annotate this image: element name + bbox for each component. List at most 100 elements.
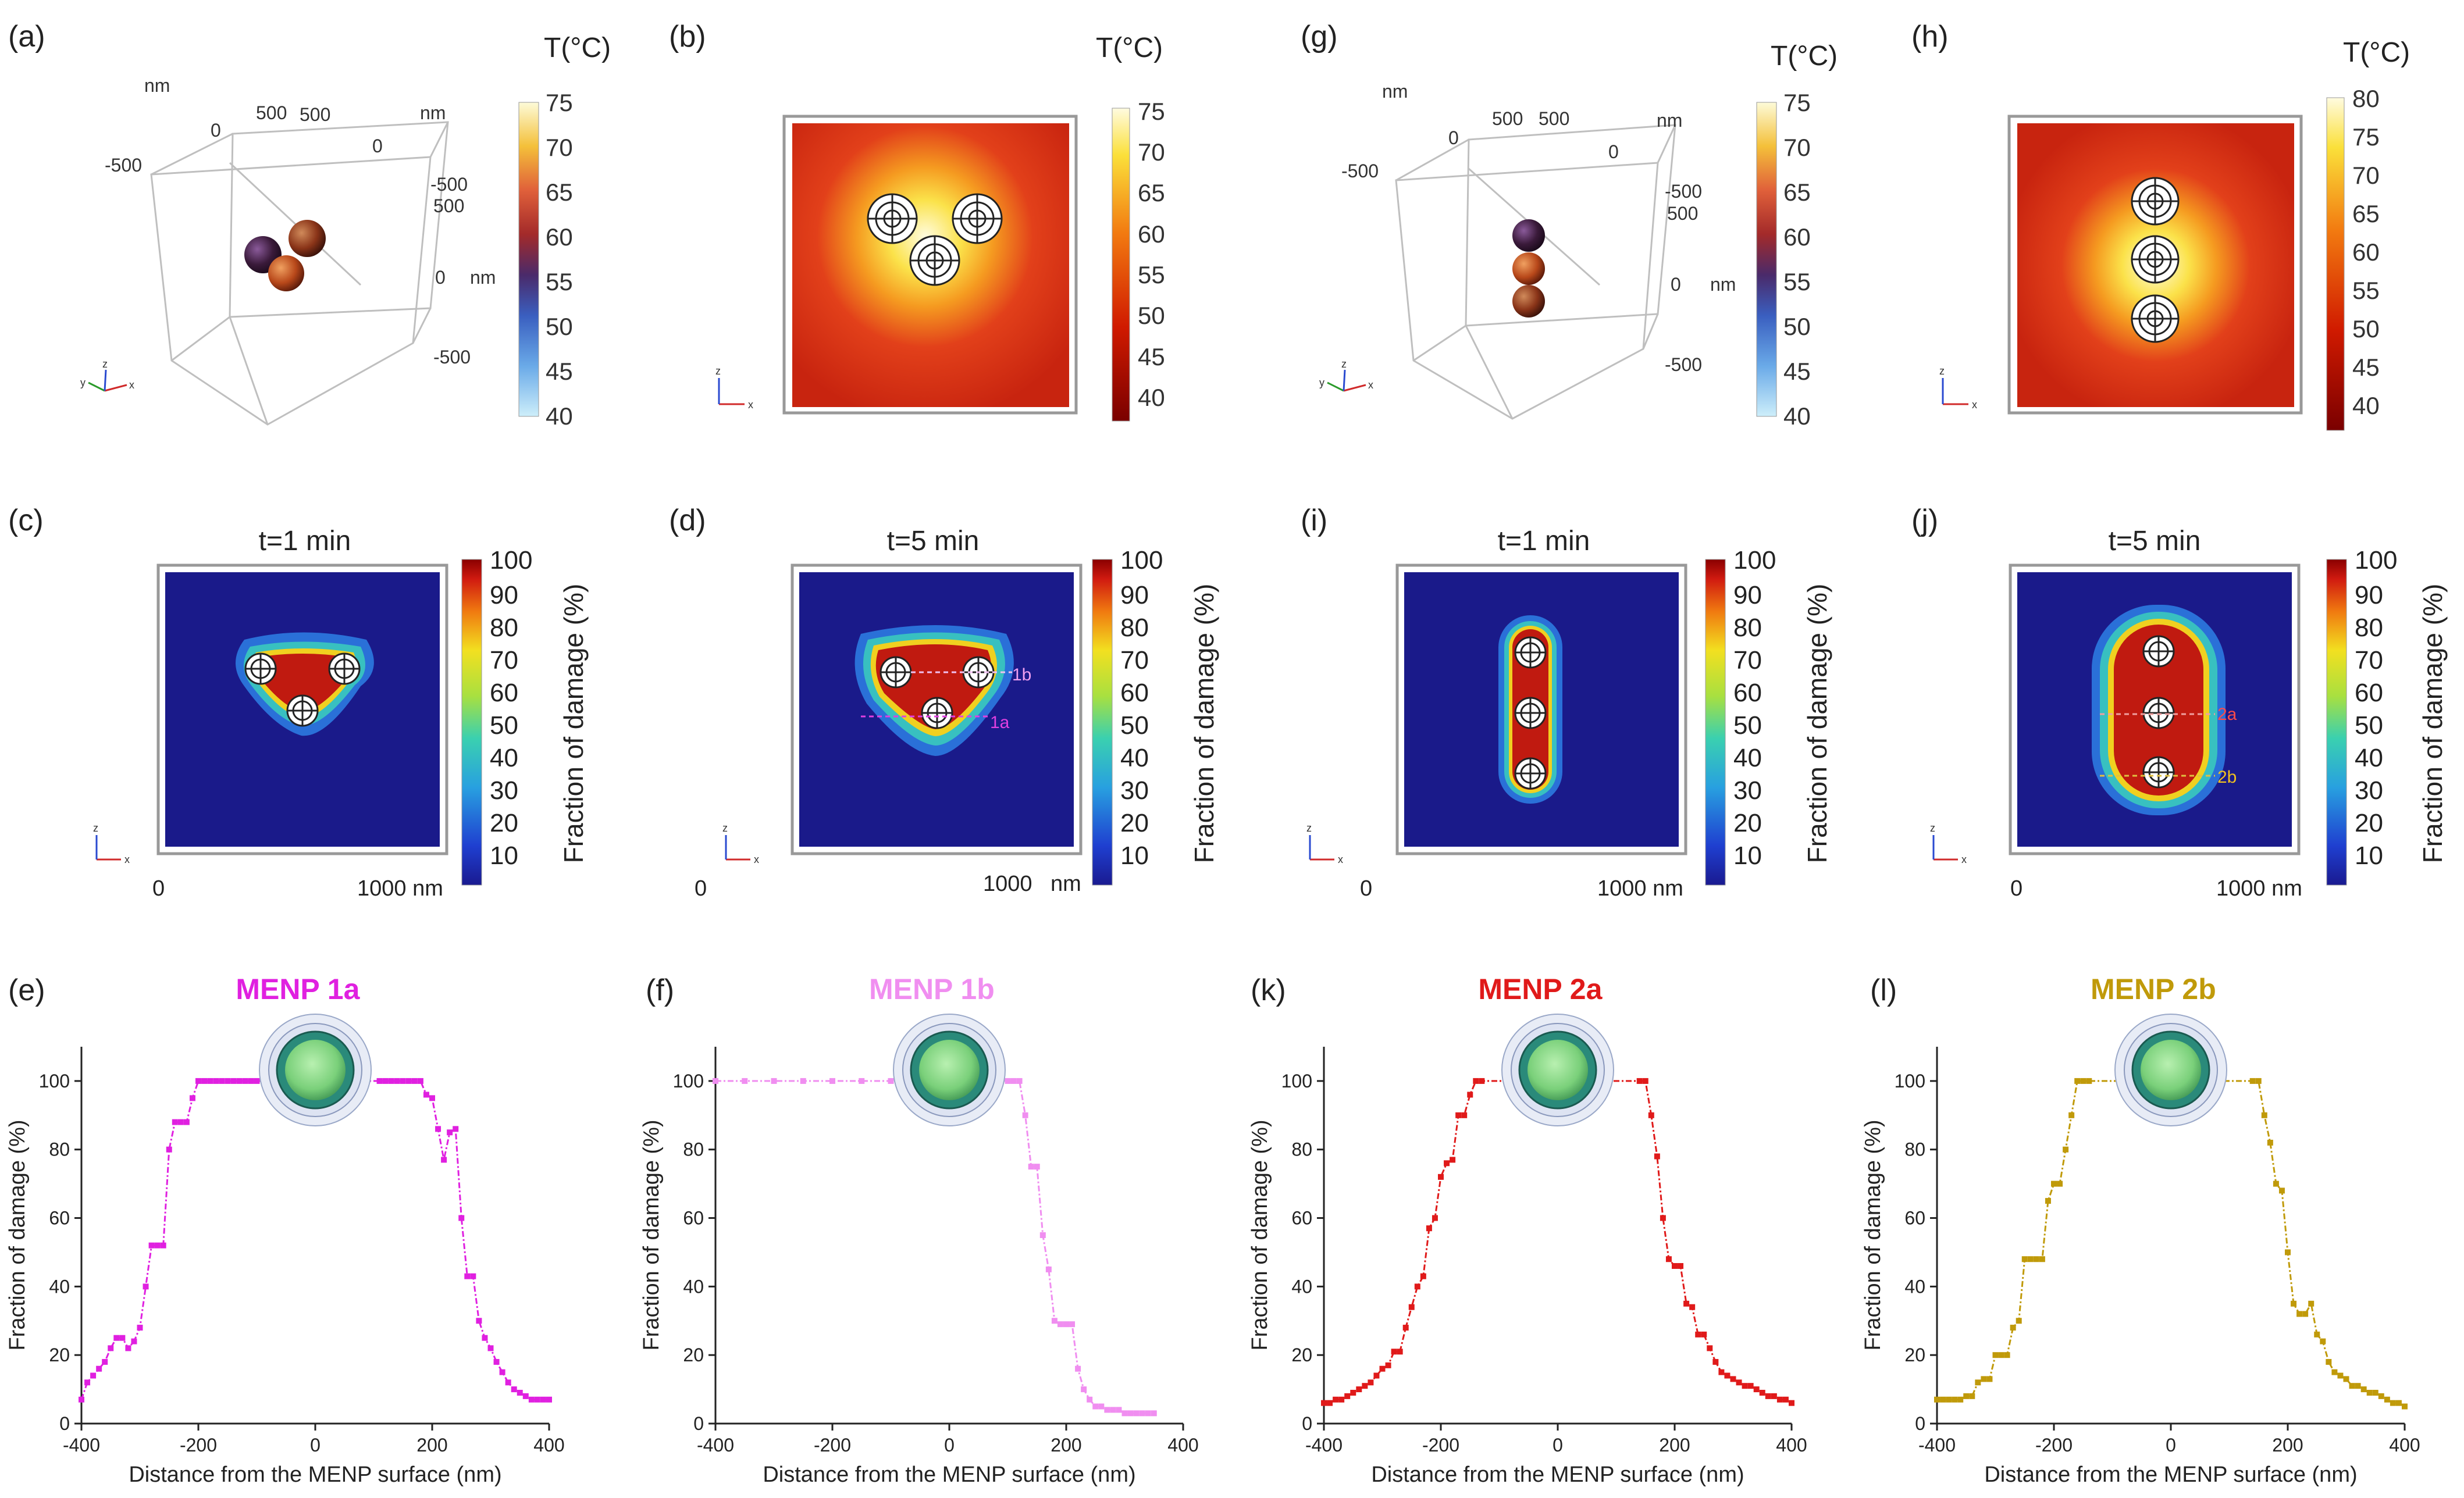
data-point — [1969, 1393, 1975, 1399]
temperature-colorbar — [1756, 102, 1777, 417]
map-frame — [2007, 115, 2303, 415]
colorbar-tick: 70 — [1783, 134, 1811, 161]
y-tick-label: 20 — [1291, 1344, 1312, 1365]
temperature-colorbar — [1112, 108, 1130, 422]
data-point — [2402, 1403, 2408, 1410]
y-tick-label: 0 — [693, 1413, 704, 1434]
colorbar-tick: 60 — [1138, 220, 1165, 248]
colorbar-tick: 20 — [2355, 809, 2383, 837]
data-point — [2086, 1078, 2092, 1084]
cube-front-face — [150, 156, 432, 426]
data-point — [2080, 1078, 2086, 1084]
colorbar-tick: 55 — [1138, 261, 1165, 288]
y-tick-label: 100 — [673, 1071, 704, 1092]
cube-grid-line — [229, 162, 362, 286]
axis-tick-label: 500 — [1492, 108, 1523, 129]
data-point — [1695, 1331, 1701, 1338]
colorbar-tick: 80 — [2355, 614, 2383, 642]
cube-edge — [429, 122, 449, 158]
colorbar-tick: 40 — [1138, 384, 1165, 411]
data-point — [546, 1396, 552, 1403]
x-tick-label: -400 — [697, 1435, 734, 1456]
nanoparticle — [268, 255, 304, 291]
data-point — [1736, 1379, 1742, 1386]
data-point — [2057, 1180, 2063, 1187]
data-point — [394, 1078, 400, 1084]
data-point — [143, 1283, 149, 1290]
panel-letter-e: (e) — [8, 973, 45, 1007]
panel-letter-c: (c) — [8, 504, 44, 537]
colorbar-tick: 40 — [2355, 744, 2383, 772]
data-point — [1957, 1396, 1964, 1403]
colorbar-tick: 50 — [2355, 711, 2383, 740]
data-point — [2074, 1078, 2081, 1084]
data-point — [1789, 1400, 1794, 1406]
nanoparticle-marker — [952, 193, 1003, 244]
data-point — [1127, 1410, 1134, 1417]
axis-tick-label: 0 — [1671, 274, 1681, 295]
data-point — [207, 1078, 213, 1084]
data-point — [172, 1119, 178, 1125]
data-point — [113, 1335, 120, 1341]
colorbar-ticks: 40 45 50 55 60 65 70 75 — [546, 89, 573, 430]
x-end-label: 1000 nm — [2216, 876, 2302, 901]
colorbar-tick: 55 — [2352, 277, 2380, 304]
data-point — [1373, 1372, 1380, 1379]
data-point — [1642, 1078, 1648, 1084]
data-point — [1010, 1078, 1017, 1084]
cube-edge — [1657, 124, 1676, 163]
data-point — [1063, 1321, 1069, 1328]
y-tick-label: 100 — [1281, 1071, 1312, 1092]
data-point — [2285, 1249, 2291, 1256]
panel-b-triad: x z — [715, 365, 753, 411]
data-point — [96, 1365, 102, 1372]
colorbar-ticks: 10 20 30 40 50 60 70 80 90 100 — [490, 546, 532, 870]
data-point — [487, 1345, 494, 1351]
data-point — [829, 1078, 835, 1084]
data-point — [1362, 1383, 1368, 1389]
data-point — [1438, 1174, 1444, 1180]
nanoparticle — [1512, 285, 1545, 318]
nanoparticle-marker — [880, 656, 912, 689]
data-point — [517, 1389, 523, 1396]
data-point — [1414, 1283, 1420, 1290]
x-tick-label: 200 — [416, 1435, 447, 1456]
map-frame — [156, 563, 448, 855]
nanoparticle-marker — [1514, 757, 1547, 790]
chart-e: -400 -200 0 200 400 0 20 40 60 80 100 Distance from… — [5, 973, 565, 1487]
colorbar-tick: 65 — [1783, 179, 1811, 206]
nanoparticle — [1512, 252, 1545, 285]
x-axis-label: Distance from the MENP surface (nm) — [129, 1463, 501, 1487]
data-point — [1333, 1396, 1339, 1403]
x-tick-label: -400 — [1918, 1435, 1956, 1456]
colorbar-tick: 50 — [1120, 711, 1149, 740]
data-point — [1940, 1396, 1946, 1403]
data-point — [236, 1078, 243, 1084]
chart-title: MENP 1b — [869, 973, 995, 1005]
axis-tick-label: -500 — [433, 347, 471, 368]
data-point — [464, 1273, 471, 1279]
x-tick-label: 0 — [1553, 1435, 1563, 1456]
data-point — [1016, 1078, 1023, 1084]
triad-z-label: z — [1930, 822, 1935, 834]
colorbar-tick: 90 — [1120, 581, 1149, 609]
colorbar-tick: 100 — [1120, 546, 1163, 575]
data-point — [499, 1369, 505, 1375]
data-point — [2068, 1112, 2075, 1118]
nanoparticle-marker — [2142, 756, 2175, 789]
data-point — [429, 1095, 435, 1101]
colorbar-tick: 10 — [1733, 841, 1762, 870]
y-tick-label: 100 — [1895, 1071, 1925, 1092]
damage-colorbar-c: 10 20 30 40 50 60 70 80 90 100 Fraction … — [461, 546, 589, 886]
colorbar-tick: 45 — [1138, 343, 1165, 370]
data-point — [195, 1078, 201, 1084]
triad-x-label: x — [1368, 379, 1373, 391]
nanoparticle-marker — [328, 652, 361, 685]
colorbar-label: Fraction of damage (%) — [1189, 584, 1219, 864]
data-point — [2045, 1198, 2051, 1204]
nanoparticle-marker — [2131, 294, 2180, 343]
x-tick-label: 200 — [1051, 1435, 1081, 1456]
series-line — [715, 1080, 1154, 1414]
data-point — [1402, 1325, 1409, 1331]
